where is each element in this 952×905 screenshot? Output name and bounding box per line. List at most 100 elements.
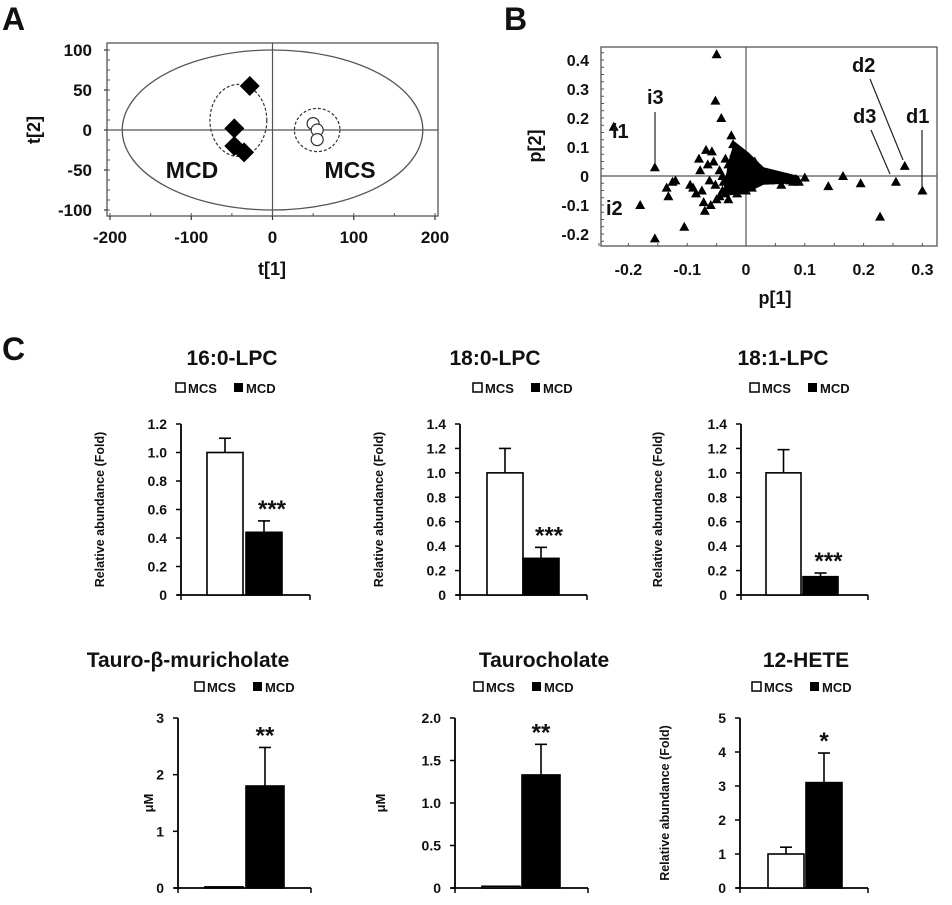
data-point (890, 176, 901, 186)
data-point (735, 159, 746, 169)
bar-chart-4: Tauro-β-muricholate MCS MCD 0 1 2 3 μM ** (87, 649, 312, 896)
data-point (718, 176, 729, 186)
y-tick-label: 0 (156, 880, 164, 896)
data-point (723, 159, 734, 169)
data-point (693, 153, 704, 163)
data-point (752, 162, 763, 172)
data-point (717, 171, 728, 180)
legend-swatch-mcs (473, 681, 484, 692)
legend-swatch-mcs (472, 382, 483, 393)
data-point (899, 160, 910, 170)
panel-label-a: A (2, 1, 25, 37)
y-tick-label: 0.2 (148, 559, 168, 575)
y-axis-label: μM (373, 794, 388, 813)
y-tick-label: 0.4 (148, 530, 168, 546)
annotation-line-d2 (869, 78, 904, 161)
y-tick-label: 1 (718, 846, 726, 862)
data-point (695, 165, 706, 175)
bar-chart-6: 12-HETE MCS MCD 0 1 2 3 4 5 Relative abundance (F… (658, 649, 869, 896)
y-tick-label: 0.3 (567, 82, 589, 99)
bar-chart-3: 18:1-LPC MCS MCD 0 0.2 0.4 0.6 0.8 1.0 1.2 1.4 Rela… (651, 347, 869, 603)
bar-mcs (767, 853, 805, 889)
legend-swatch-mcd (808, 383, 817, 392)
x-axis-label: p[1] (759, 288, 792, 308)
y-tick-label: 0.8 (148, 473, 168, 489)
y-tick-label: 0.2 (708, 563, 728, 579)
data-point (663, 191, 674, 201)
data-point-mcd (234, 142, 255, 163)
x-tick-label: 0 (268, 228, 277, 247)
bar-mcs (486, 472, 524, 596)
data-point (729, 147, 740, 157)
bar-mcd (245, 531, 283, 596)
significance-marker: *** (258, 496, 287, 523)
y-tick-label: 0 (718, 880, 726, 896)
y-tick-label: 1.5 (422, 753, 442, 769)
legend-label-mcd: MCD (544, 680, 574, 695)
panel-label-c: C (2, 331, 25, 367)
data-point (716, 113, 727, 122)
data-point (741, 185, 751, 195)
data-point (732, 188, 743, 198)
bar-mcd (522, 557, 560, 596)
y-tick-label: 2 (156, 767, 164, 783)
y-tick-label: 2 (718, 812, 726, 828)
chart-title: Tauro-β-muricholate (87, 649, 290, 672)
data-point (699, 205, 710, 215)
data-point (733, 144, 744, 154)
chart-title: Taurocholate (479, 649, 609, 672)
legend-swatch-mcs (194, 681, 205, 692)
data-point (743, 171, 754, 180)
data-point (710, 179, 721, 189)
x-tick-label: -100 (174, 228, 208, 247)
legend-swatch-mcd (253, 682, 262, 691)
group-label-mcs: MCS (324, 157, 375, 183)
legend-label-mcs: MCS (764, 680, 793, 695)
bar-mcd (805, 781, 843, 889)
y-axis-label: Relative abundance (Fold) (651, 432, 665, 588)
bar-mcd (245, 785, 285, 889)
significance-marker: *** (814, 548, 843, 575)
y-axis-label: Relative abundance (Fold) (658, 725, 672, 881)
data-point (746, 182, 757, 192)
data-point (635, 200, 646, 209)
bar-chart-2: 18:0-LPC MCS MCD 0 0.2 0.4 0.6 0.8 1.0 1.2 1.4 Rela… (372, 347, 588, 603)
y-tick-label: 4 (718, 744, 726, 760)
y-tick-label: 3 (718, 778, 726, 794)
data-point (710, 95, 721, 105)
data-point-mcd (239, 76, 260, 96)
y-tick-label: 0 (438, 587, 446, 603)
data-point (704, 175, 715, 185)
x-tick-label: 100 (340, 228, 368, 247)
group-label-mcd: MCD (166, 157, 218, 183)
data-point (738, 176, 749, 186)
data-point (793, 176, 804, 186)
y-tick-label: 1.4 (427, 416, 447, 432)
data-point (705, 200, 716, 209)
annotation-line-d3 (870, 129, 891, 175)
bar-mcs (765, 472, 802, 596)
data-point (729, 176, 740, 186)
panel-b-loading-plot: -0.2 -0.1 0 0.1 0.2 0.3 0.4 0.3 0.2 0.1 0 -0.1 -0.2 p… (525, 46, 938, 308)
x-axis-label: t[1] (258, 259, 286, 279)
legend-label-mcs: MCS (762, 381, 791, 396)
y-tick-label: 50 (73, 81, 92, 100)
data-point (917, 185, 928, 195)
y-tick-label: 0.5 (422, 838, 442, 854)
y-tick-label: 3 (156, 710, 164, 726)
y-axis-label: Relative abundance (Fold) (372, 432, 386, 588)
y-axis-label: Relative abundance (Fold) (93, 432, 107, 588)
legend-swatch-mcd (810, 682, 819, 691)
y-tick-label: 0.4 (427, 538, 447, 554)
bar-mcd (802, 575, 839, 596)
data-point (776, 179, 787, 189)
x-tick-label: 0 (742, 262, 751, 279)
y-tick-label: 1.0 (422, 795, 442, 811)
legend-swatch-mcs (175, 382, 186, 393)
data-point (649, 162, 660, 172)
annotation-d2: d2 (852, 55, 875, 77)
data-point (649, 233, 660, 243)
panel-c-bar-charts: 16:0-LPC MCS MCD 0 0.2 0.4 0.6 0.8 1.0 1.2 Relativ… (87, 347, 869, 896)
annotation-i1: i1 (612, 121, 629, 143)
